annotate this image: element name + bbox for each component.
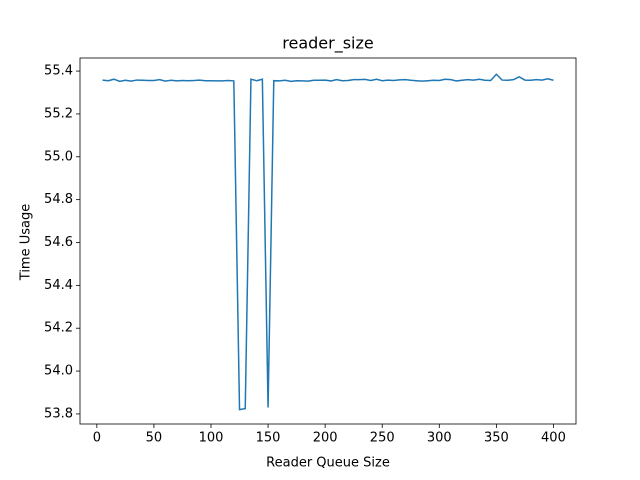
x-tick-label: 200	[313, 431, 338, 446]
x-tick-label: 0	[93, 431, 101, 446]
y-tick-label: 55.2	[44, 106, 73, 121]
x-tick-label: 300	[427, 431, 452, 446]
x-tick-label: 250	[370, 431, 395, 446]
y-tick-label: 54.2	[44, 321, 73, 336]
chart-title: reader_size	[282, 34, 373, 54]
y-tick-label: 55.4	[44, 64, 73, 79]
x-tick-label: 100	[199, 431, 224, 446]
y-tick-label: 53.8	[44, 406, 73, 421]
line-series	[102, 73, 554, 411]
y-tick-label: 55.0	[44, 149, 73, 164]
x-tick-label: 50	[146, 431, 163, 446]
y-tick-label: 54.0	[44, 364, 73, 379]
x-tick-label: 350	[484, 431, 509, 446]
y-tick-label: 54.6	[44, 235, 73, 250]
y-axis-label: Time Usage	[19, 204, 34, 281]
x-tick-label: 400	[541, 431, 566, 446]
x-axis-label: Reader Queue Size	[266, 456, 390, 471]
plot-frame	[79, 57, 577, 425]
y-tick-label: 54.4	[44, 278, 73, 293]
y-tick-label: 54.8	[44, 192, 73, 207]
x-tick-label: 150	[256, 431, 281, 446]
